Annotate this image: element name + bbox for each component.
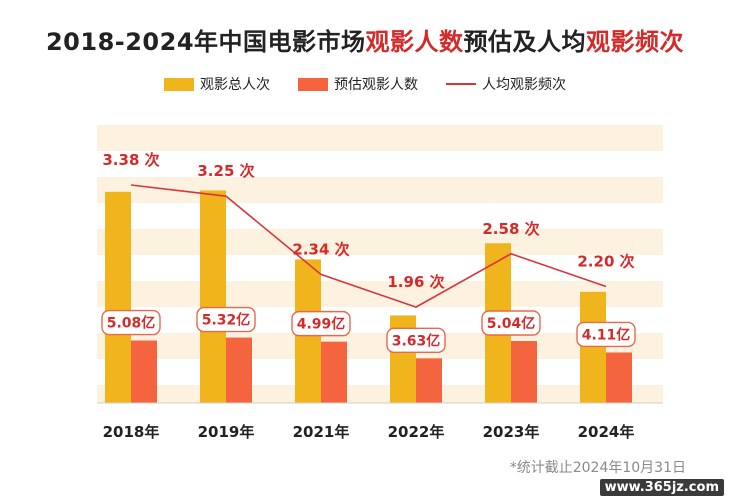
legend-label-total: 观影总人次 xyxy=(200,77,270,93)
legend-label-frequency: 人均观影频次 xyxy=(482,77,566,93)
chart-title: 2018-2024年中国电影市场观影人数预估及人均观影频次 xyxy=(0,22,730,57)
legend: 观影总人次 预估观影人数 人均观影频次 xyxy=(0,74,730,94)
bar-estimate-4 xyxy=(511,341,537,403)
title-part-2: 预估及 xyxy=(463,28,538,56)
bar-estimate-2 xyxy=(321,341,347,403)
title-part-3: 人均 xyxy=(537,28,587,56)
watermark: www.365jz.com xyxy=(599,479,724,496)
background-band xyxy=(97,385,663,403)
frequency-label-1: 3.25 次 xyxy=(197,162,254,180)
estimate-label-0: 5.08亿 xyxy=(107,315,156,332)
bar-estimate-0 xyxy=(131,340,157,403)
background-band xyxy=(97,229,663,255)
estimate-label-box-1 xyxy=(196,306,256,333)
title-part-4: 观影频次 xyxy=(586,28,685,56)
estimate-label-box-0 xyxy=(101,309,161,336)
bar-estimate-1 xyxy=(226,337,252,403)
estimate-label-4: 5.04亿 xyxy=(487,315,536,332)
x-tick-label-4: 2023年 xyxy=(483,423,540,441)
estimate-label-box-3 xyxy=(386,327,446,354)
estimate-label-box-2 xyxy=(291,310,351,337)
x-tick-label-5: 2024年 xyxy=(578,423,635,441)
frequency-label-3: 1.96 次 xyxy=(387,273,444,291)
estimate-label-3: 3.63亿 xyxy=(392,332,441,349)
legend-label-estimate: 预估观影人数 xyxy=(334,77,418,93)
bar-total-5 xyxy=(580,291,606,403)
estimate-label-box-4 xyxy=(481,310,541,336)
legend-item-frequency: 人均观影频次 xyxy=(446,74,566,94)
legend-swatch-frequency xyxy=(446,83,476,85)
background-band xyxy=(97,125,663,151)
legend-swatch-total xyxy=(164,77,194,91)
x-tick-label-3: 2022年 xyxy=(388,423,445,441)
bar-total-0 xyxy=(105,191,131,403)
footnote: *统计截止2024年10月31日 xyxy=(509,460,686,476)
estimate-label-box-5 xyxy=(576,321,636,348)
bar-estimate-5 xyxy=(606,352,632,403)
x-tick-label-0: 2018年 xyxy=(103,423,160,441)
frequency-label-4: 2.58 次 xyxy=(482,220,539,238)
frequency-label-2: 2.34 次 xyxy=(292,240,349,258)
frequency-line xyxy=(130,184,607,308)
frequency-label-5: 2.20 次 xyxy=(577,252,634,270)
frequency-label-0: 3.38 次 xyxy=(102,151,159,169)
estimate-label-5: 4.11亿 xyxy=(582,326,631,343)
estimate-label-2: 4.99亿 xyxy=(297,316,346,333)
background-band xyxy=(97,177,663,203)
legend-item-estimate: 预估观影人数 xyxy=(298,74,418,94)
title-part-1: 观影人数 xyxy=(365,28,464,56)
x-tick-label-2: 2021年 xyxy=(293,423,350,441)
title-part-0: 2018-2024年中国电影市场 xyxy=(45,28,366,56)
bar-total-1 xyxy=(200,190,226,403)
legend-item-total: 观影总人次 xyxy=(164,74,270,94)
legend-swatch-estimate xyxy=(298,77,328,91)
x-tick-label-1: 2019年 xyxy=(198,423,255,441)
estimate-label-1: 5.32亿 xyxy=(202,312,251,329)
background-band xyxy=(97,333,663,359)
bar-estimate-3 xyxy=(416,358,442,403)
